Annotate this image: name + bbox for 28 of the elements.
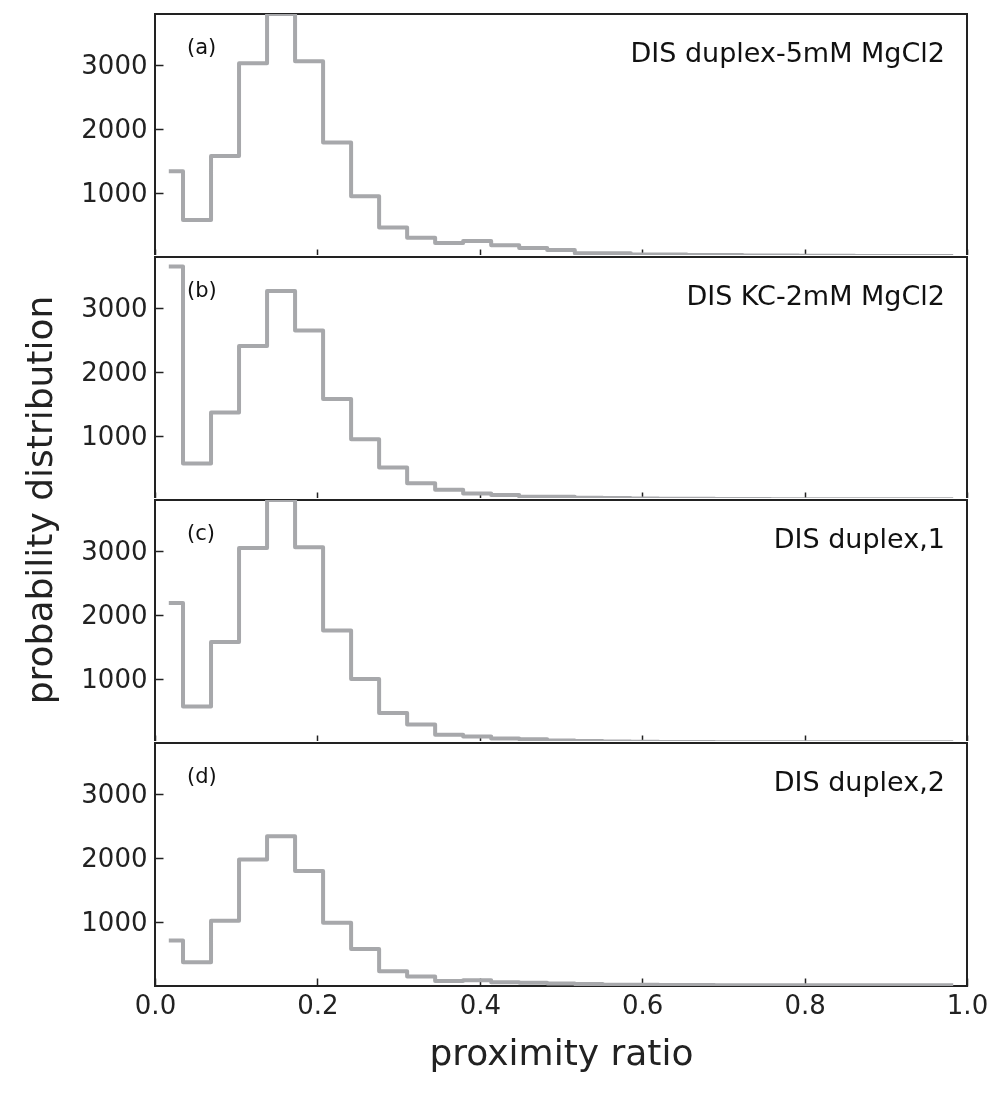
y-tick-label: 1000 xyxy=(81,663,148,694)
y-tick-label: 3000 xyxy=(81,49,148,80)
x-tick-label: 0.8 xyxy=(784,989,826,1020)
annotation: DIS duplex,1 xyxy=(773,523,945,554)
annotation: (a) xyxy=(187,35,217,59)
y-tick-label: 1000 xyxy=(81,420,148,451)
y-tick-label: 2000 xyxy=(81,599,148,630)
annotation: DIS duplex,2 xyxy=(773,766,945,797)
x-tick-label: 1.0 xyxy=(946,989,989,1020)
y-tick-label: 2000 xyxy=(81,356,148,387)
y-tick-label: 1000 xyxy=(81,177,148,208)
annotation: (c) xyxy=(187,521,215,545)
y-axis-title: probability distribution xyxy=(19,295,60,705)
y-tick-label: 2000 xyxy=(81,113,148,144)
annotation: DIS duplex-5mM MgCl2 xyxy=(630,37,945,68)
annotation: DIS KC-2mM MgCl2 xyxy=(686,280,945,311)
x-tick-label: 0.6 xyxy=(622,989,664,1020)
y-tick-label: 3000 xyxy=(81,535,148,566)
annotation: (b) xyxy=(187,278,217,302)
y-tick-label: 1000 xyxy=(81,906,148,937)
x-tick-label: 0.0 xyxy=(134,989,177,1020)
x-tick-label: 0.4 xyxy=(459,989,501,1020)
annotation: (d) xyxy=(187,764,217,788)
y-tick-label: 3000 xyxy=(81,292,148,323)
x-axis-title: proximity ratio xyxy=(429,1031,694,1073)
y-tick-label: 3000 xyxy=(81,778,148,809)
y-tick-label: 2000 xyxy=(81,842,148,873)
x-tick-label: 0.2 xyxy=(297,989,339,1020)
